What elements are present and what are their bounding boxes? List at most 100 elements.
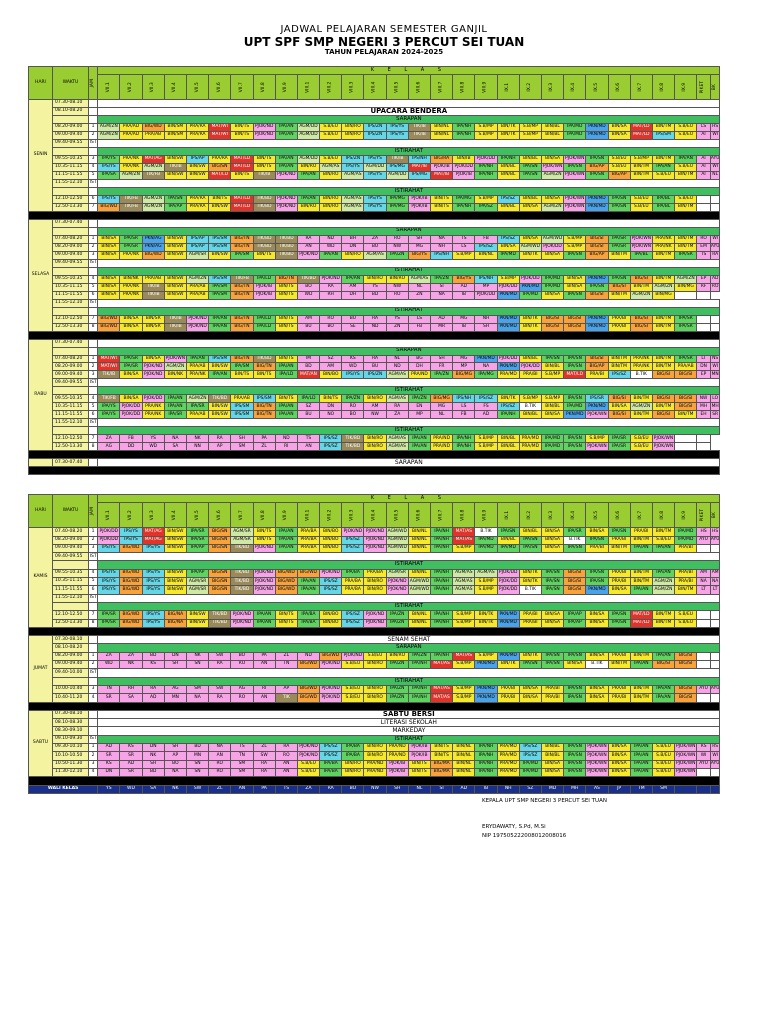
lesson-cell: IPA/SR xyxy=(185,535,210,545)
lesson-cell: FB xyxy=(407,322,432,332)
period-number: 3 xyxy=(87,759,99,769)
lesson-cell: IPA/MG xyxy=(385,194,409,204)
period-number: 1 xyxy=(87,742,99,753)
period-number: 8 xyxy=(87,618,99,628)
lesson-cell: PRA/NK xyxy=(185,370,210,380)
period-number xyxy=(87,226,99,236)
lesson-cell: SM xyxy=(230,767,254,778)
lesson-cell: PJOK/ND xyxy=(385,577,409,587)
lesson-cell: TIK/BD xyxy=(252,194,276,204)
lesson-cell: IPS/SZ xyxy=(319,742,343,753)
schedule-row: 08.20-09.00 2 PJOK/DD IPS/YS MAT/AG BIN/SW IPA… xyxy=(29,535,721,545)
band-cell xyxy=(97,668,721,678)
lesson-cell: IPA/SR xyxy=(185,402,210,412)
lesson-cell: AGM/ZN xyxy=(97,122,121,132)
period-number xyxy=(87,726,99,736)
lesson-cell: RA xyxy=(319,282,343,292)
schedule-row: 10.35-11.15 5 BIN/SA PRA/NK TIK/IB BIN/SW PRA/… xyxy=(29,282,721,292)
lesson-cell: IPS/SZ xyxy=(341,610,365,620)
lesson-cell: PRA/BI xyxy=(674,568,698,579)
lesson-cell xyxy=(696,290,711,300)
lesson-cell: WD xyxy=(319,242,343,252)
lesson-cell: AP xyxy=(274,684,298,695)
lesson-cell: BH xyxy=(341,234,365,244)
lesson-cell: PKN/MD xyxy=(474,354,498,364)
lesson-cell: AGM/AS xyxy=(452,585,476,595)
lesson-cell: BU xyxy=(341,314,365,324)
lesson-cell: PRA/ND xyxy=(363,759,387,769)
lesson-cell: BIN/TK xyxy=(518,577,542,587)
lesson-cell: LT xyxy=(696,354,711,364)
lesson-cell: IPA/SN xyxy=(496,527,520,537)
time-slot: 11.15-11.55 xyxy=(52,410,89,420)
period-number: 2 xyxy=(87,130,99,140)
class-column-header: VIII.6 xyxy=(407,73,432,100)
lesson-cell: IPS/SZ xyxy=(319,751,343,761)
lesson-cell: IPS/ZN xyxy=(363,130,387,140)
wali-kelas-cell: SZ xyxy=(518,784,542,794)
lesson-cell: IPA/SR xyxy=(674,314,698,324)
lesson-cell: AGM/AS xyxy=(385,370,409,380)
lesson-cell: BIG/WD xyxy=(296,693,321,703)
lesson-cell: IPA/BA xyxy=(341,568,365,579)
lesson-cell: IPA/SR xyxy=(674,250,698,260)
lesson-cell: IPA/SN xyxy=(563,162,587,172)
lesson-cell: IPA/AN xyxy=(274,162,298,172)
lesson-cell: BIG/AP xyxy=(607,170,631,180)
lesson-cell: IPA/NH xyxy=(496,410,520,420)
class-header-row: VII.1 VII.2 VII.3 VII.4 VII.5 VII.6 VII.7 VII.8… xyxy=(29,502,721,529)
lesson-cell: BIG/WD xyxy=(296,660,321,670)
lesson-cell: BIG/SN xyxy=(208,162,232,172)
lesson-cell: IPS/SM xyxy=(208,234,232,244)
lesson-cell: AD xyxy=(709,274,721,284)
lesson-cell: BO xyxy=(296,282,321,292)
lesson-cell: IPA/MG xyxy=(452,194,476,204)
lesson-cell: TIK/BD xyxy=(274,242,298,252)
lesson-cell: BIN/SA xyxy=(540,759,565,769)
lesson-cell: IPS/NH xyxy=(407,154,432,164)
lesson-cell: AM xyxy=(363,402,387,412)
lesson-cell: PRA/BI xyxy=(607,684,631,695)
lesson-cell: AGM/ZN xyxy=(674,274,698,284)
lesson-cell: PRA/NK xyxy=(119,282,143,292)
lesson-cell: TIK/IB xyxy=(163,162,187,172)
lesson-cell: BIN/TS xyxy=(230,170,254,180)
period-number xyxy=(87,643,99,653)
time-slot xyxy=(52,186,89,196)
lesson-cell: BIN/SA xyxy=(607,742,631,753)
lesson-cell: S.B/MP xyxy=(452,693,476,703)
lesson-cell: S.B/MP xyxy=(518,394,542,404)
lesson-cell: ND xyxy=(363,322,387,332)
lesson-cell: PKN/MD xyxy=(585,194,609,204)
schedule-row: 12.50-13.30 8 AG DD WD SA NN AP SM ZL RI AN IPS/SZ TI… xyxy=(29,442,720,452)
lesson-cell: IPA/SN xyxy=(563,442,587,452)
lesson-cell: NA xyxy=(709,577,721,587)
day-separator xyxy=(27,466,721,476)
lesson-cell: MAT/AG xyxy=(141,535,165,545)
lesson-cell: PRA/BI xyxy=(585,370,609,380)
lesson-cell: AG xyxy=(230,684,254,695)
schedule-row: ISTIRAHAT xyxy=(29,306,721,316)
period-number: 2 xyxy=(87,535,99,545)
period-number: 2 xyxy=(87,242,99,252)
lesson-cell: AGM/ZN xyxy=(163,362,187,372)
lesson-cell: IPA/SM xyxy=(208,290,232,300)
lesson-cell: MP xyxy=(474,282,498,292)
lesson-cell: KS xyxy=(341,354,365,364)
lesson-cell: BIN/SA xyxy=(585,693,609,703)
lesson-cell: IPA/AN xyxy=(208,314,232,324)
lesson-cell: TIK/BD xyxy=(208,610,232,620)
lesson-cell: TN xyxy=(97,684,121,695)
time-slot: 07.30-07.40 xyxy=(52,338,89,348)
lesson-cell: PJOK/ND xyxy=(363,543,387,554)
lesson-cell: IPA/NH xyxy=(407,693,432,703)
lesson-cell xyxy=(709,314,721,324)
lesson-cell: BIN/TS xyxy=(252,527,276,537)
lesson-cell: BIN/SW xyxy=(163,585,187,595)
lesson-cell: BIN/BL xyxy=(540,122,565,132)
lesson-cell: AD xyxy=(141,693,165,703)
day-label xyxy=(28,458,53,468)
lesson-cell: BIN/BL xyxy=(496,162,520,172)
lesson-cell: IPA/SN xyxy=(563,693,587,703)
schedule-row: ISTIRAHAT xyxy=(29,146,721,156)
